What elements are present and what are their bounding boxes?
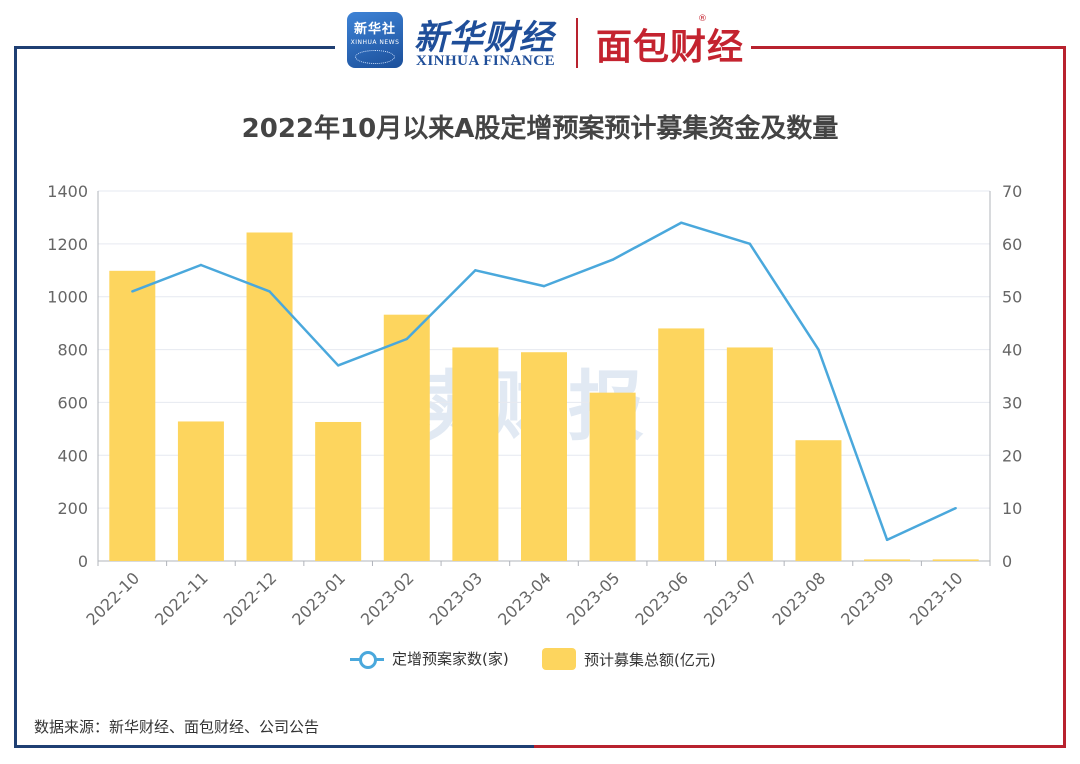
line-point bbox=[474, 269, 477, 272]
line-point bbox=[611, 258, 614, 261]
x-tick-label: 2023-07 bbox=[700, 568, 761, 629]
mianbao-finance-logo: 面包财经 bbox=[596, 27, 745, 68]
y-right-tick-label: 40 bbox=[1002, 341, 1022, 360]
chart-title: 2022年10月以来A股定增预案预计募集资金及数量 bbox=[241, 114, 839, 144]
bar bbox=[795, 440, 842, 561]
line-marker-icon bbox=[350, 649, 384, 669]
x-tick-label: 2022-10 bbox=[82, 568, 143, 629]
legend-label-count: 定增预案家数(家) bbox=[392, 650, 509, 668]
x-tick-label: 2023-05 bbox=[563, 568, 624, 629]
xinhua-finance-name-en: XINHUA FINANCE bbox=[416, 53, 556, 69]
y-right-tick-label: 60 bbox=[1002, 235, 1022, 254]
y-right-tick-label: 50 bbox=[1002, 288, 1022, 307]
x-tick-label: 2022-11 bbox=[151, 568, 212, 629]
bar bbox=[864, 559, 911, 561]
x-tick-label: 2023-03 bbox=[426, 568, 487, 629]
y-left-tick-label: 1200 bbox=[47, 235, 88, 254]
line-point bbox=[405, 337, 408, 341]
bar bbox=[109, 270, 156, 561]
legend-item-amount[interactable]: 预计募集总额(亿元) bbox=[542, 648, 716, 670]
xinhua-news-logo: 新华社 XINHUA NEWS bbox=[347, 12, 403, 68]
y-left-tick-label: 200 bbox=[57, 499, 88, 518]
bar bbox=[589, 392, 636, 561]
x-tick-label: 2023-01 bbox=[288, 568, 349, 629]
y-right-tick-label: 70 bbox=[1002, 182, 1022, 201]
line-point bbox=[542, 284, 546, 288]
x-tick-label: 2023-10 bbox=[906, 568, 967, 629]
bar bbox=[177, 421, 224, 561]
x-tick-label: 2023-06 bbox=[631, 568, 692, 629]
bar bbox=[932, 559, 979, 561]
y-right-tick-label: 20 bbox=[1002, 446, 1022, 465]
logo-divider bbox=[576, 18, 578, 68]
x-tick-label: 2023-04 bbox=[494, 568, 555, 629]
frame-right-border bbox=[534, 46, 1066, 748]
x-tick-label: 2023-02 bbox=[357, 568, 418, 629]
bar bbox=[726, 347, 773, 561]
y-left-tick-label: 1400 bbox=[47, 182, 88, 201]
x-tick-label: 2023-09 bbox=[837, 568, 898, 629]
y-left-tick-label: 0 bbox=[78, 552, 88, 571]
bar-swatch-icon bbox=[542, 648, 576, 670]
y-left-tick-label: 800 bbox=[57, 341, 88, 360]
line-point bbox=[268, 290, 271, 293]
chart-legend: 定增预案家数(家) 预计募集总额(亿元) bbox=[0, 648, 1080, 672]
line-point bbox=[748, 242, 752, 246]
x-tick-label: 2023-08 bbox=[769, 568, 830, 629]
line-point bbox=[817, 348, 820, 351]
line-point bbox=[680, 221, 683, 224]
network-dots-icon bbox=[355, 50, 395, 64]
header-background bbox=[335, 0, 751, 80]
legend-label-amount: 预计募集总额(亿元) bbox=[584, 650, 716, 669]
bar bbox=[246, 232, 293, 561]
line-point bbox=[954, 506, 957, 510]
bar bbox=[658, 328, 705, 561]
line-point bbox=[336, 364, 340, 367]
line-point bbox=[131, 290, 134, 293]
y-left-tick-label: 600 bbox=[57, 393, 88, 412]
bar bbox=[315, 421, 362, 561]
bar bbox=[452, 347, 499, 561]
x-tick-label: 2022-12 bbox=[220, 568, 281, 629]
data-source-note: 数据来源：新华财经、面包财经、公司公告 bbox=[34, 718, 320, 736]
bar bbox=[383, 314, 430, 561]
xinhua-finance-name-cn: 新华财经 bbox=[414, 18, 554, 58]
frame-left-border bbox=[14, 46, 534, 748]
xinhua-badge-en: XINHUA NEWS bbox=[350, 39, 400, 46]
y-left-tick-label: 1000 bbox=[47, 288, 88, 307]
y-left-tick-label: 400 bbox=[57, 446, 88, 465]
legend-item-count[interactable]: 定增预案家数(家) bbox=[350, 648, 509, 669]
y-right-tick-label: 30 bbox=[1002, 393, 1022, 412]
bar bbox=[521, 352, 567, 561]
y-right-tick-label: 10 bbox=[1002, 499, 1022, 518]
line-point bbox=[885, 538, 889, 542]
line-point bbox=[199, 263, 203, 267]
y-right-tick-label: 0 bbox=[1002, 552, 1012, 571]
xinhua-badge-cn: 新华社 bbox=[353, 22, 396, 37]
registered-mark: ® bbox=[698, 14, 707, 24]
